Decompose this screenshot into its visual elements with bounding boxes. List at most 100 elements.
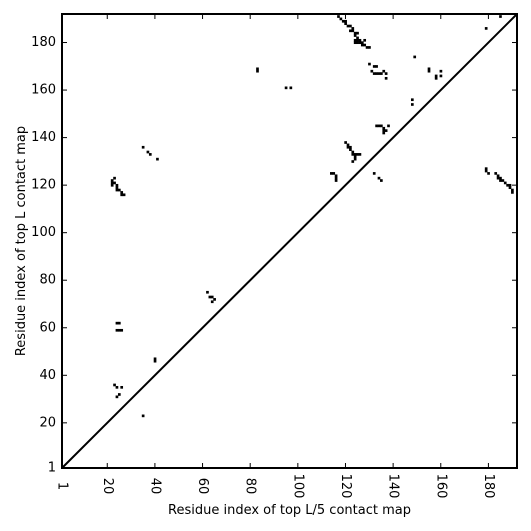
upper-contact-cell <box>360 43 364 47</box>
upper-contact-cell <box>351 29 355 33</box>
x-tick-label: 1 <box>55 482 70 490</box>
upper-contact-cell <box>353 38 357 42</box>
lower-contact-cell <box>120 328 124 332</box>
lower-contact-cell <box>115 321 119 325</box>
lower-contact-cell <box>117 321 121 325</box>
lower-contact-cell <box>358 153 362 156</box>
x-tick-label: 80 <box>243 478 258 495</box>
x-tick-label: 160 <box>433 474 448 499</box>
upper-contact-cell <box>353 41 357 45</box>
lower-contact-cell <box>346 143 350 147</box>
upper-contact-cell <box>368 62 371 66</box>
lower-contact-cell <box>353 157 357 161</box>
lower-contact-cell <box>494 172 498 175</box>
upper-contact-cell <box>349 24 352 28</box>
upper-contact-cell <box>499 15 502 18</box>
lower-contact-cell <box>382 131 386 135</box>
upper-contact-cell <box>382 69 386 73</box>
upper-contact-cell <box>356 31 359 35</box>
upper-contact-cell <box>363 38 367 42</box>
x-tick-label: 60 <box>195 478 210 495</box>
upper-contact-cell <box>384 72 388 75</box>
lower-contact-cell <box>208 295 212 299</box>
upper-contact-cell <box>410 103 414 106</box>
lower-contact-cell <box>330 172 333 175</box>
plot-frame <box>61 13 518 469</box>
upper-contact-cell <box>256 69 259 73</box>
lower-contact-cell <box>146 150 150 154</box>
lower-contact-cell <box>210 295 214 299</box>
upper-contact-cell <box>256 67 259 71</box>
y-tick-label: 120 <box>31 178 56 193</box>
lower-contact-cell <box>115 385 119 389</box>
lower-contact-cell <box>501 179 505 182</box>
lower-contact-cell <box>353 153 357 156</box>
y-tick-label: 160 <box>31 83 56 98</box>
upper-contact-cell <box>341 19 345 23</box>
lower-contact-cell <box>487 172 490 175</box>
upper-contact-cell <box>439 74 443 78</box>
lower-contact-cell <box>115 186 119 190</box>
lower-contact-cell <box>499 176 502 180</box>
x-axis-ticks: 1 20 40 60 80 100 120 140 160 180 <box>55 14 496 498</box>
y-tick-label: 140 <box>31 130 56 145</box>
lower-contact-cell <box>113 383 116 387</box>
y-tick-label: 80 <box>39 273 56 288</box>
upper-contact-cell <box>434 76 438 80</box>
y-tick-label: 20 <box>39 415 56 430</box>
lower-contact-cell <box>332 172 336 175</box>
upper-contact-cell <box>375 65 378 68</box>
upper-contact-cell <box>413 55 417 59</box>
lower-contact-cell <box>148 153 152 156</box>
lower-contact-cell <box>334 179 338 182</box>
lower-contact-cell <box>110 181 114 185</box>
x-axis-label: Residue index of top L/5 contact map <box>168 503 411 518</box>
lower-contact-cell <box>120 191 124 194</box>
upper-contact-cell <box>372 65 376 68</box>
upper-contact-cell <box>360 41 364 45</box>
upper-contact-cell <box>349 29 352 33</box>
upper-contact-cell <box>353 34 357 37</box>
x-tick-label: 40 <box>147 478 162 495</box>
upper-contact-cell <box>337 15 340 18</box>
upper-contact-cell <box>370 69 374 73</box>
lower-contact-cell <box>382 126 386 130</box>
lower-contact-cell <box>484 169 488 173</box>
upper-contact-cell <box>344 19 347 23</box>
upper-contact-cell <box>439 69 443 73</box>
lower-contact-cell <box>120 385 124 389</box>
upper-contact-cell <box>356 36 359 40</box>
upper-contact-cell <box>384 76 388 80</box>
y-axis-label: Residue index of top L contact map <box>14 126 29 356</box>
y-tick-label: 180 <box>31 35 56 50</box>
upper-contact-cell <box>289 86 293 90</box>
lower-contact-cell <box>384 129 388 132</box>
lower-contact-cell <box>117 393 121 396</box>
lower-contact-cell <box>115 183 119 187</box>
x-tick-label: 180 <box>481 474 496 499</box>
lower-contact-cell <box>349 148 352 151</box>
lower-contact-cell <box>484 167 488 170</box>
upper-contact-cell <box>410 98 414 102</box>
lower-contact-cell <box>496 176 500 180</box>
lower-contact-cell <box>372 172 376 175</box>
lower-contact-cell <box>110 183 114 187</box>
lower-contact-cell <box>499 179 502 182</box>
x-tick-label: 20 <box>100 478 115 495</box>
lower-contact-cell <box>334 176 338 180</box>
lower-contact-cell <box>210 300 214 304</box>
lower-contact-cell <box>213 298 216 301</box>
upper-contact-cell <box>363 43 367 47</box>
lower-contact-cell <box>387 124 390 128</box>
upper-contact-cell <box>356 41 359 45</box>
upper-contact-cell <box>434 74 438 78</box>
lower-contact-cell <box>353 155 357 159</box>
lower-contact-cell <box>113 176 116 180</box>
lower-contact-cell <box>153 357 157 361</box>
lower-contact-cell <box>153 359 157 363</box>
lower-contact-cell <box>508 186 512 190</box>
lower-contact-cell <box>141 414 145 418</box>
lower-contact-cell <box>110 179 114 182</box>
upper-contact-cell <box>427 69 431 73</box>
